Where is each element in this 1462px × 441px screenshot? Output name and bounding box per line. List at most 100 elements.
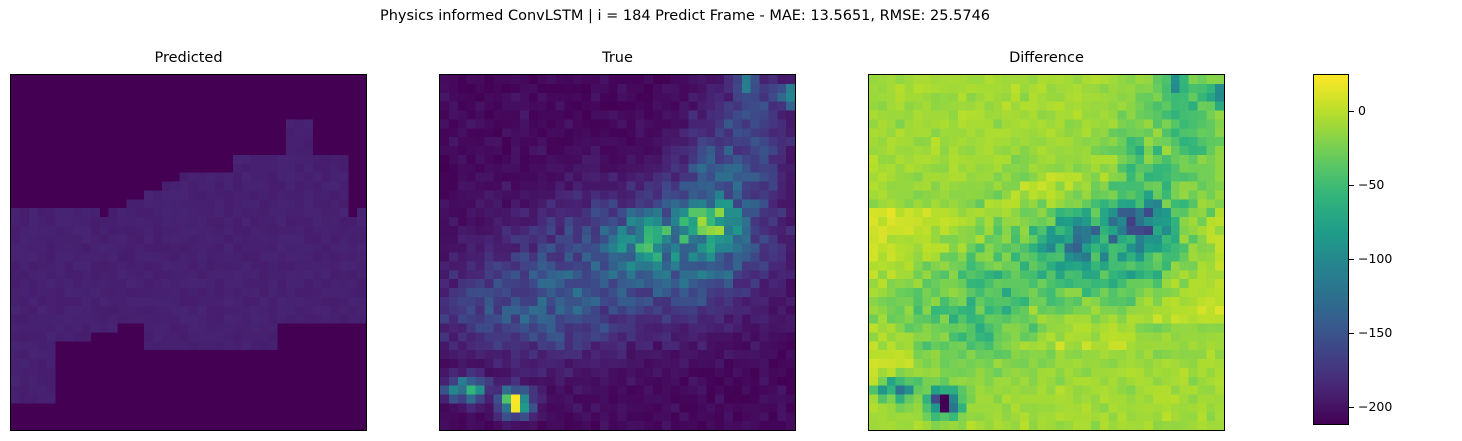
heatmap-cell <box>64 376 74 386</box>
heatmap-cell <box>617 288 627 298</box>
heatmap-cell <box>135 110 145 120</box>
heatmap-cell <box>457 350 467 360</box>
heatmap-cell <box>303 270 313 280</box>
heatmap-cell <box>635 225 645 235</box>
heatmap-cell <box>1028 394 1038 404</box>
heatmap-cell <box>440 421 450 430</box>
heatmap-cell <box>170 208 180 218</box>
heatmap-cell <box>277 359 287 369</box>
heatmap-cell <box>303 252 313 262</box>
heatmap-cell <box>1179 412 1189 422</box>
heatmap-cell <box>644 146 654 156</box>
heatmap-cell <box>90 163 100 173</box>
heatmap-cell <box>179 376 189 386</box>
heatmap-cell <box>1082 421 1092 430</box>
heatmap-cell <box>303 225 313 235</box>
heatmap-cell <box>1082 261 1092 271</box>
heatmap-cell <box>493 101 503 111</box>
heatmap-cell <box>1117 385 1127 395</box>
heatmap-cell <box>732 367 742 377</box>
heatmap-cell <box>528 75 538 85</box>
heatmap-cell <box>259 83 269 93</box>
heatmap-cell <box>653 350 663 360</box>
heatmap-cell <box>153 163 163 173</box>
heatmap-cell <box>1144 146 1154 156</box>
heatmap-cell <box>170 288 180 298</box>
heatmap-cell <box>295 252 305 262</box>
heatmap-cell <box>715 412 725 422</box>
heatmap-cell <box>966 323 976 333</box>
heatmap-cell <box>653 270 663 280</box>
heatmap-cell <box>144 199 154 209</box>
heatmap-cell <box>644 279 654 289</box>
heatmap-cell <box>108 279 118 289</box>
heatmap-cell <box>869 341 879 351</box>
heatmap-cell <box>768 217 778 227</box>
heatmap-cell <box>715 332 725 342</box>
heatmap-cell <box>1082 225 1092 235</box>
heatmap-cell <box>546 181 556 191</box>
heatmap-cell <box>1161 199 1171 209</box>
heatmap-cell <box>626 243 636 253</box>
heatmap-cell <box>215 234 225 244</box>
heatmap-cell <box>573 234 583 244</box>
heatmap-cell <box>599 421 609 430</box>
heatmap-cell <box>931 190 941 200</box>
heatmap-cell <box>511 146 521 156</box>
heatmap-cell <box>644 394 654 404</box>
heatmap-cell <box>528 367 538 377</box>
heatmap-cell <box>599 350 609 360</box>
heatmap-cell <box>715 234 725 244</box>
heatmap-cell <box>286 119 296 129</box>
heatmap-cell <box>1082 403 1092 413</box>
heatmap-cell <box>537 190 547 200</box>
heatmap-cell <box>715 270 725 280</box>
heatmap-cell <box>626 92 636 102</box>
heatmap-cell <box>688 305 698 315</box>
heatmap-cell <box>670 376 680 386</box>
heatmap-cell <box>466 110 476 120</box>
heatmap-cell <box>19 199 29 209</box>
heatmap-cell <box>82 305 92 315</box>
heatmap-cell <box>546 208 556 218</box>
heatmap-cell <box>1099 350 1109 360</box>
heatmap-cell <box>993 163 1003 173</box>
heatmap-cell <box>99 217 109 227</box>
heatmap-cell <box>303 394 313 404</box>
heatmap-cell <box>913 101 923 111</box>
heatmap-cell <box>1206 350 1216 360</box>
heatmap-cell <box>984 323 994 333</box>
heatmap-cell <box>1206 394 1216 404</box>
heatmap-cell <box>348 359 358 369</box>
heatmap-cell <box>957 350 967 360</box>
heatmap-cell <box>1099 376 1109 386</box>
heatmap-cell <box>502 376 512 386</box>
heatmap-cell <box>108 412 118 422</box>
heatmap-cell <box>232 359 242 369</box>
heatmap-cell <box>913 181 923 191</box>
heatmap-cell <box>295 154 305 164</box>
heatmap-cell <box>626 385 636 395</box>
heatmap-cell <box>966 234 976 244</box>
heatmap-cell <box>117 137 127 147</box>
heatmap-cell <box>984 225 994 235</box>
heatmap-cell <box>573 296 583 306</box>
heatmap-cell <box>126 181 136 191</box>
heatmap-cell <box>895 234 905 244</box>
heatmap-cell <box>966 92 976 102</box>
heatmap-cell <box>993 146 1003 156</box>
heatmap-cell <box>206 279 216 289</box>
heatmap-cell <box>1055 288 1065 298</box>
heatmap-cell <box>724 199 734 209</box>
heatmap-cell <box>1206 314 1216 324</box>
heatmap-cell <box>224 225 234 235</box>
heatmap-cell <box>732 270 742 280</box>
heatmap-cell <box>786 252 795 262</box>
heatmap-cell <box>670 243 680 253</box>
heatmap-cell <box>1073 385 1083 395</box>
heatmap-cell <box>73 137 83 147</box>
heatmap-cell <box>357 332 366 342</box>
heatmap-cell <box>475 181 485 191</box>
heatmap-cell <box>117 163 127 173</box>
heatmap-cell <box>877 296 887 306</box>
